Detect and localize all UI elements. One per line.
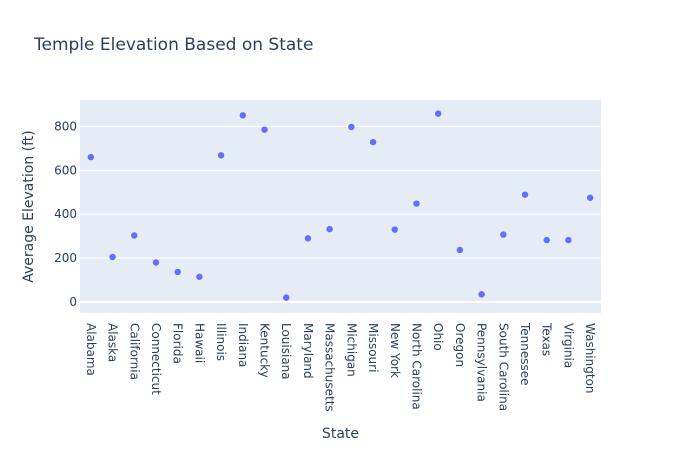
x-tick-label: Alaska: [106, 323, 120, 362]
x-tick-label: New York: [388, 323, 402, 378]
data-point[interactable]: [521, 191, 529, 198]
data-point[interactable]: [543, 236, 550, 244]
data-point[interactable]: [456, 246, 464, 254]
data-point[interactable]: [239, 112, 247, 119]
data-point[interactable]: [217, 152, 225, 159]
data-point[interactable]: [434, 110, 442, 117]
y-tick-label: 400: [54, 207, 77, 221]
data-point[interactable]: [174, 268, 181, 276]
data-point[interactable]: [109, 253, 116, 261]
x-tick-label: Hawaii: [192, 323, 206, 363]
x-tick-label: Florida: [171, 323, 185, 364]
data-point[interactable]: [565, 236, 572, 244]
y-tick-label: 0: [69, 295, 77, 309]
x-tick-label: South Carolina: [496, 323, 510, 411]
x-tick-labels: Alabama Alaska California Connecticut Florid…: [84, 322, 597, 412]
data-point[interactable]: [283, 294, 290, 301]
x-tick-label: Tennessee: [518, 322, 532, 386]
data-point[interactable]: [391, 226, 398, 233]
x-tick-label: Louisiana: [279, 323, 293, 380]
data-point[interactable]: [348, 123, 355, 131]
x-tick-label: Ohio: [431, 323, 445, 351]
plot-background: [80, 100, 601, 313]
x-tick-label: Illinois: [214, 323, 228, 361]
x-tick-label: California: [127, 323, 141, 380]
y-tick-labels: 0 200 400 600 800: [54, 119, 77, 309]
x-tick-label: Connecticut: [149, 323, 163, 395]
x-tick-label: Oregon: [453, 323, 467, 367]
y-tick-label: 200: [54, 251, 77, 265]
x-tick-label: Maryland: [301, 323, 315, 379]
y-tick-label: 800: [54, 119, 77, 133]
data-point[interactable]: [586, 194, 594, 201]
x-tick-label: Alabama: [84, 323, 98, 376]
data-point[interactable]: [87, 153, 95, 161]
data-point[interactable]: [500, 231, 507, 238]
data-point[interactable]: [261, 126, 268, 133]
data-point[interactable]: [304, 235, 312, 242]
y-gridlines: [80, 125, 601, 259]
data-point[interactable]: [152, 259, 160, 266]
x-tick-label: Washington: [583, 323, 597, 394]
x-tick-label: Virginia: [561, 323, 575, 368]
data-point[interactable]: [326, 225, 333, 233]
x-tick-label: Pennsylvania: [475, 323, 489, 402]
x-tick-label: Massachusetts: [323, 323, 337, 412]
data-points: [87, 110, 594, 301]
x-tick-label: Kentucky: [258, 323, 272, 378]
y-axis-title: Average Elevation (ft): [21, 130, 37, 283]
data-point[interactable]: [196, 273, 203, 280]
data-point[interactable]: [131, 232, 138, 239]
x-tick-label: North Carolina: [409, 323, 423, 410]
data-point[interactable]: [369, 138, 377, 146]
x-axis-title: State: [322, 426, 359, 442]
chart-title: Temple Elevation Based on State: [33, 35, 313, 55]
x-tick-label: Indiana: [236, 323, 250, 367]
data-point[interactable]: [413, 200, 420, 207]
y-tick-label: 600: [54, 163, 77, 177]
x-tick-label: Texas: [540, 322, 554, 356]
x-tick-label: Michigan: [344, 323, 358, 377]
data-point[interactable]: [478, 291, 485, 298]
x-tick-label: Missouri: [366, 323, 380, 372]
